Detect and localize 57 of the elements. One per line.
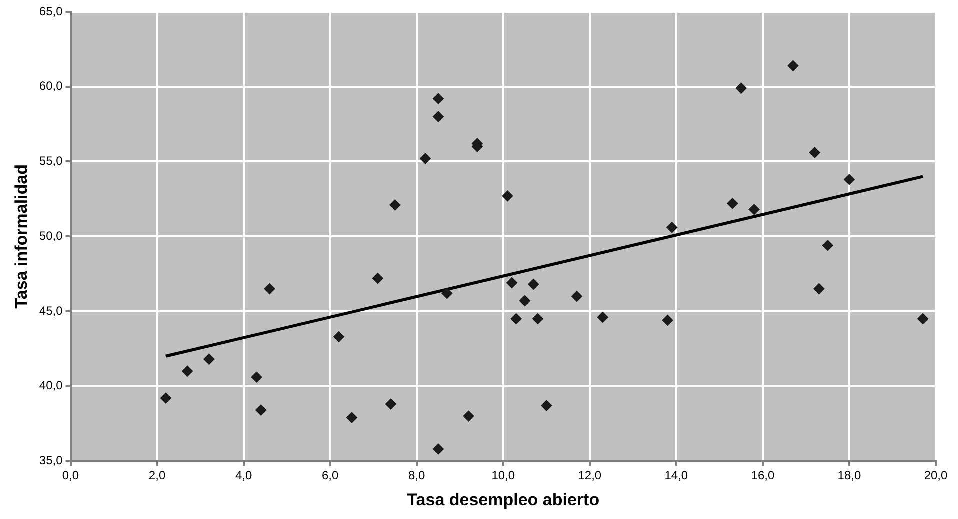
y-tick-label: 65,0: [39, 4, 64, 18]
point: [372, 273, 384, 284]
point: [788, 60, 799, 72]
point: [432, 111, 444, 122]
point: [844, 174, 855, 186]
x-tick-label: 2,0: [148, 468, 166, 483]
point: [160, 392, 172, 404]
point: [528, 279, 540, 290]
x-tick-label: 12,0: [578, 468, 602, 483]
point: [822, 240, 834, 252]
y-tick-label: 45,0: [39, 304, 64, 318]
point: [736, 82, 747, 94]
point: [748, 204, 760, 216]
point: [541, 400, 552, 412]
point: [597, 312, 608, 323]
x-tick-label: 4,0: [235, 468, 252, 483]
y-tick-label: 55,0: [39, 154, 64, 168]
y-tick-label: 35,0: [39, 454, 64, 468]
x-tick-label: 10,0: [492, 468, 516, 483]
point: [432, 93, 444, 104]
point: [442, 288, 453, 299]
point: [506, 278, 518, 289]
x-tick-label: 8,0: [408, 468, 426, 483]
x-tick-label: 16,0: [751, 468, 775, 483]
x-tick-label: 14,0: [664, 468, 688, 483]
y-tick-label: 60,0: [39, 79, 64, 94]
point: [809, 147, 820, 158]
y-tick-label: 40,0: [39, 378, 64, 393]
point: [666, 222, 678, 234]
y-axis-title: Tasa informalidad: [12, 164, 31, 309]
point: [662, 314, 674, 326]
point: [502, 190, 514, 202]
point: [256, 404, 267, 416]
point: [182, 366, 194, 377]
y-tick-label: 50,0: [39, 228, 64, 243]
point: [918, 313, 929, 324]
x-tick-label: 20,0: [924, 468, 948, 483]
point: [346, 412, 358, 424]
point: [510, 313, 522, 324]
point: [571, 290, 582, 302]
point: [532, 313, 544, 324]
point: [727, 198, 738, 210]
point: [264, 284, 276, 295]
point: [251, 372, 262, 383]
point: [432, 444, 444, 455]
point: [463, 410, 474, 422]
point: [814, 284, 825, 295]
x-tick-label: 6,0: [322, 468, 339, 483]
x-tick-label: 0,0: [62, 468, 80, 483]
point: [333, 331, 344, 342]
point: [390, 200, 401, 211]
point: [420, 153, 432, 164]
x-tick-label: 18,0: [838, 468, 862, 483]
point: [204, 354, 215, 365]
point: [520, 295, 531, 306]
point: [385, 398, 396, 410]
x-axis-title: Tasa desempleo abierto: [407, 490, 600, 510]
